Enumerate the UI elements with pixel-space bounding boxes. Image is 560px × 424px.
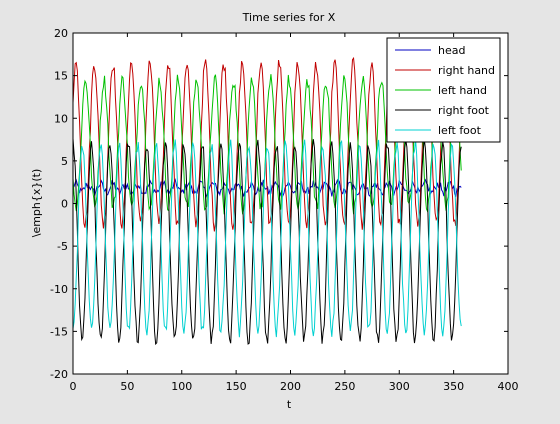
series-line-3: [72, 138, 462, 346]
legend-label: left foot: [438, 124, 482, 137]
legend-label: head: [438, 44, 465, 57]
x-tick-label: 50: [120, 380, 134, 393]
x-tick-label: 350: [443, 380, 464, 393]
legend-label: right hand: [438, 64, 495, 77]
y-tick-label: -20: [50, 368, 68, 381]
y-tick-label: 15: [54, 70, 68, 83]
y-tick-label: 10: [54, 112, 68, 125]
x-tick-label: 0: [70, 380, 77, 393]
y-tick-label: -10: [50, 283, 68, 296]
series-layer: [72, 56, 462, 346]
ticks-layer: 0 50 100 150 200 250 300 350 400 -20 -15 -10 -5 0 5 10 1…: [50, 27, 518, 393]
legend: head right hand left hand right foot left fo…: [386, 37, 501, 143]
legend-label: left hand: [438, 84, 487, 97]
y-tick-label: -15: [50, 325, 68, 338]
x-tick-label: 150: [226, 380, 247, 393]
x-tick-label: 200: [280, 380, 301, 393]
y-tick-label: 0: [61, 198, 68, 211]
chart-title: Time series for X: [242, 11, 336, 24]
x-tick-label: 250: [334, 380, 355, 393]
series-line-4: [72, 139, 462, 338]
x-tick-label: 100: [171, 380, 192, 393]
x-tick-label: 400: [498, 380, 519, 393]
legend-label: right foot: [438, 104, 490, 117]
y-tick-label: 5: [61, 155, 68, 168]
y-axis-label: \emph{x}(t): [30, 169, 43, 238]
y-tick-label: -5: [57, 240, 68, 253]
series-line-1: [72, 56, 462, 232]
y-tick-label: 20: [54, 27, 68, 40]
x-tick-label: 300: [389, 380, 410, 393]
x-axis-label: t: [287, 398, 292, 411]
